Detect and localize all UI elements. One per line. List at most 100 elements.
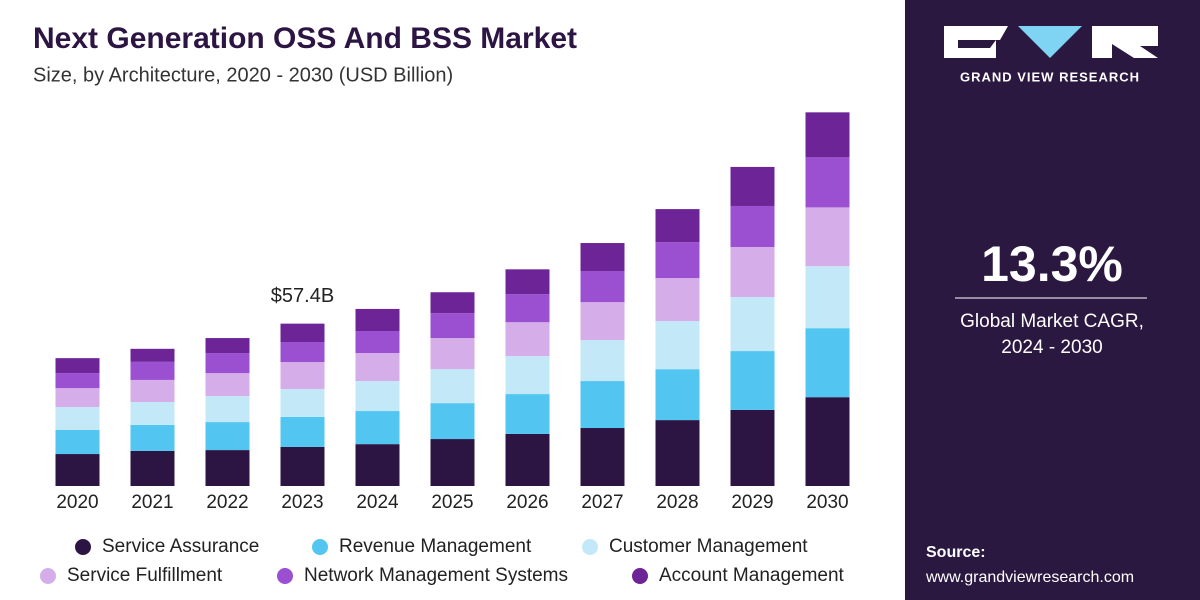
bar-segment [430, 369, 475, 404]
source-label: Source: [926, 544, 986, 561]
x-tick-label: 2027 [581, 492, 623, 513]
logo-g [944, 26, 1008, 58]
bar-segment [430, 338, 475, 370]
bar-segment [430, 403, 475, 440]
legend-label: Service Fulfillment [67, 565, 223, 586]
cagr-value: 13.3% [981, 236, 1123, 292]
x-tick-label: 2029 [731, 492, 773, 513]
bar-segment [580, 271, 625, 303]
legend-label: Revenue Management [339, 536, 532, 557]
bar-segment [580, 428, 625, 486]
bar-segment [505, 394, 550, 434]
legend-marker [277, 568, 293, 584]
bar-segment [280, 362, 325, 389]
bar-segment [580, 243, 625, 272]
x-tick-label: 2028 [656, 492, 698, 513]
legend-label: Network Management Systems [304, 565, 568, 586]
sidebar [905, 0, 1200, 600]
bar-segment [730, 409, 775, 486]
bar-segment [505, 322, 550, 357]
bar-segment [805, 112, 850, 158]
bar-segment [355, 411, 400, 445]
x-tick-label: 2023 [281, 492, 323, 513]
bar-segment [55, 429, 100, 455]
bar-segment [655, 369, 700, 421]
x-tick-label: 2026 [506, 492, 548, 513]
bar-segment [205, 422, 250, 451]
bar-segment [655, 321, 700, 370]
bar-segment [55, 454, 100, 486]
bar-segment [355, 330, 400, 354]
legend-marker [312, 539, 328, 555]
bar-segment [730, 205, 775, 247]
bar-segment [55, 373, 100, 389]
bar-segment [805, 157, 850, 208]
bar-segment [355, 381, 400, 412]
bar-segment [730, 166, 775, 206]
bar-segment [430, 292, 475, 314]
bar-segment [280, 446, 325, 486]
bar-segment [805, 328, 850, 398]
legend-marker [40, 568, 56, 584]
legend-marker [75, 539, 91, 555]
bar-segment [205, 396, 250, 423]
brand-name: GRAND VIEW RESEARCH [960, 69, 1140, 84]
x-tick-label: 2020 [56, 492, 98, 513]
bar-segment [55, 407, 100, 430]
x-tick-label: 2024 [356, 492, 399, 513]
bar-segment [805, 207, 850, 267]
bar-segment [280, 416, 325, 447]
bar-segment [430, 313, 475, 339]
bar-segment [355, 444, 400, 486]
legend-marker [582, 539, 598, 555]
bar-segment [655, 420, 700, 486]
bar-segment [505, 433, 550, 486]
bar-segment [805, 397, 850, 486]
bar-segment [130, 450, 175, 486]
bar-segment [205, 373, 250, 397]
legend-marker [632, 568, 648, 584]
bar-segment [505, 269, 550, 295]
bar-segment [505, 356, 550, 395]
bar-segment [805, 266, 850, 329]
cagr-period: 2024 - 2030 [1001, 337, 1102, 358]
bar-segment [505, 294, 550, 323]
source-url: www.grandviewresearch.com [925, 569, 1134, 586]
bar-segment [730, 351, 775, 410]
bar-segment [280, 388, 325, 417]
x-tick-label: 2022 [206, 492, 248, 513]
bar-segment [655, 242, 700, 279]
bar-segment [130, 361, 175, 380]
bar-segment [205, 338, 250, 354]
bar-segment [205, 450, 250, 486]
logo [944, 26, 1158, 58]
bar-segment [730, 297, 775, 352]
chart-title: Next Generation OSS And BSS Market [33, 22, 577, 55]
bar-segment [55, 358, 100, 374]
chart-subtitle: Size, by Architecture, 2020 - 2030 (USD … [33, 64, 453, 86]
bar-segment [130, 348, 175, 362]
bar-segment [355, 353, 400, 382]
bar-segment [280, 342, 325, 363]
x-tick-label: 2030 [806, 492, 848, 513]
logo-v [1018, 26, 1082, 58]
bar-segment [355, 308, 400, 331]
cagr-label: Global Market CAGR, [960, 311, 1144, 332]
legend-label: Customer Management [609, 536, 808, 557]
bar-segment [430, 439, 475, 486]
bar-segment [130, 379, 175, 402]
logo-r [1092, 26, 1158, 58]
bar-segment [580, 302, 625, 341]
bar-segment [655, 278, 700, 322]
bar-segment [280, 323, 325, 343]
x-tick-label: 2021 [131, 492, 173, 513]
annotation: $57.4B [271, 285, 334, 307]
legend-label: Service Assurance [102, 536, 259, 557]
bar-segment [130, 401, 175, 425]
x-tick-label: 2025 [431, 492, 473, 513]
bar-segment [130, 424, 175, 451]
bar-segment [730, 246, 775, 298]
legend-label: Account Management [659, 565, 845, 586]
bar-segment [55, 388, 100, 408]
bar-segment [205, 353, 250, 374]
